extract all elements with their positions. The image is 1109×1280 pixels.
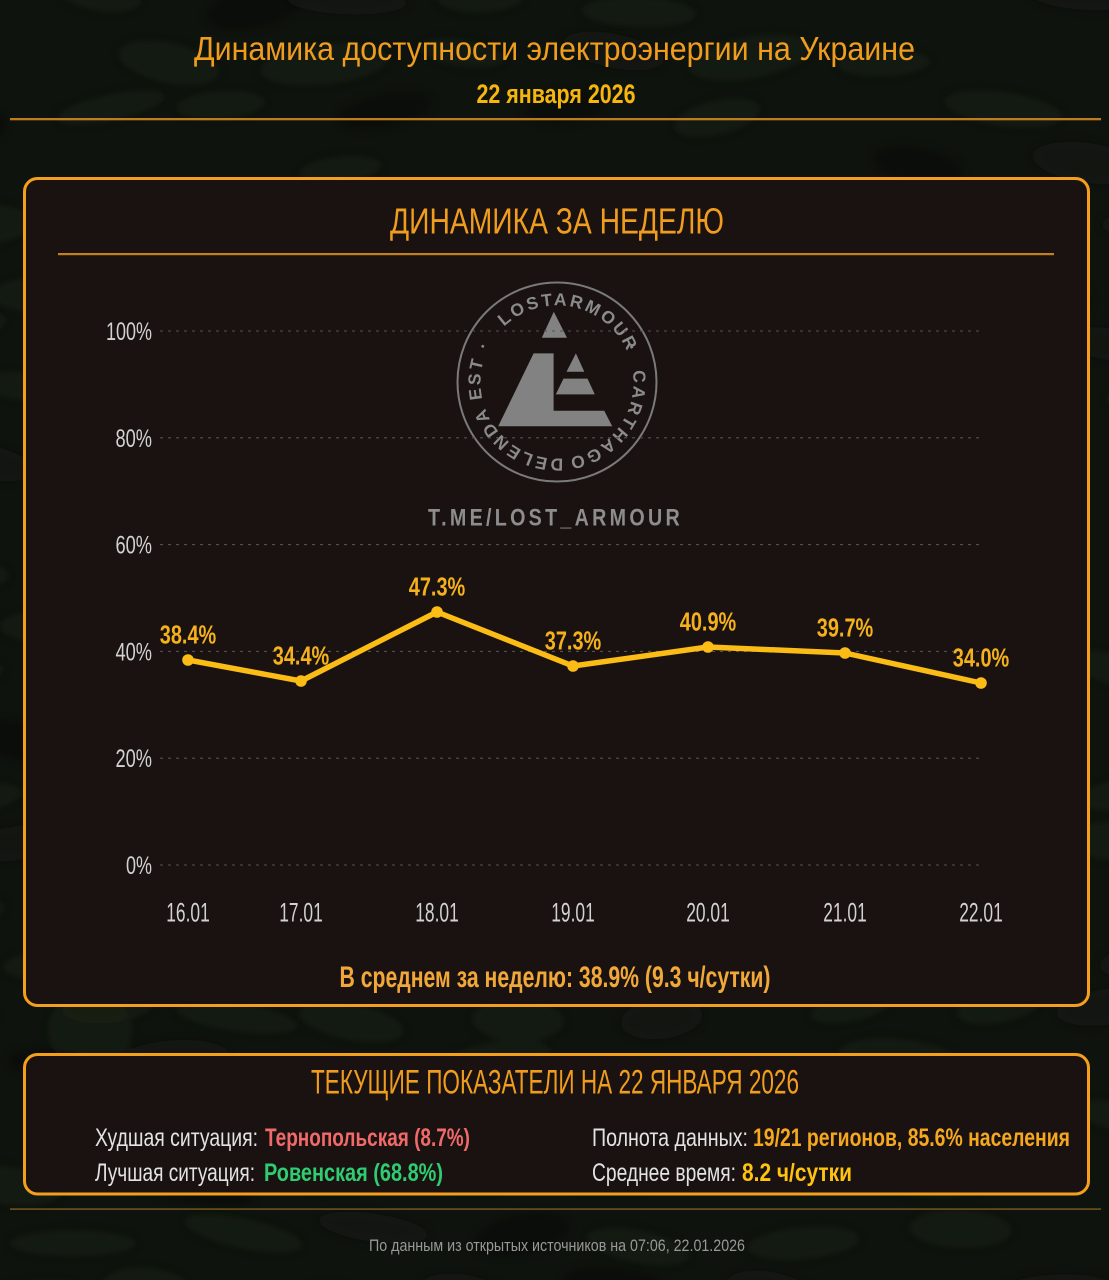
svg-text:ДИНАМИКА ЗА НЕДЕЛЮ: ДИНАМИКА ЗА НЕДЕЛЮ — [390, 201, 724, 242]
svg-text:80%: 80% — [116, 425, 153, 453]
svg-text:34.0%: 34.0% — [953, 645, 1010, 673]
svg-text:EST: EST — [464, 355, 488, 402]
svg-text:20.01: 20.01 — [686, 898, 730, 928]
svg-text:34.4%: 34.4% — [273, 643, 330, 671]
svg-text:47.3%: 47.3% — [409, 574, 466, 602]
svg-text:8.2 ч/сутки: 8.2 ч/сутки — [742, 1159, 852, 1187]
svg-text:16.01: 16.01 — [166, 898, 210, 928]
svg-text:37.3%: 37.3% — [545, 628, 602, 656]
svg-text:21.01: 21.01 — [823, 898, 867, 928]
svg-text:Полнота данных:: Полнота данных: — [592, 1124, 748, 1152]
svg-text:22.01: 22.01 — [959, 898, 1003, 928]
svg-text:Среднее время:: Среднее время: — [592, 1159, 736, 1187]
svg-text:60%: 60% — [116, 532, 153, 560]
svg-text:Лучшая ситуация:: Лучшая ситуация: — [95, 1159, 255, 1187]
svg-text:40.9%: 40.9% — [680, 609, 737, 637]
svg-text:Тернопольская (8.7%): Тернопольская (8.7%) — [265, 1124, 470, 1152]
svg-text:Худшая ситуация:: Худшая ситуация: — [95, 1124, 258, 1152]
svg-text:В среднем за неделю: 38.9% (9.: В среднем за неделю: 38.9% (9.3 ч/сутки) — [340, 961, 771, 994]
svg-text:100%: 100% — [106, 318, 152, 346]
svg-text:0%: 0% — [126, 852, 152, 880]
svg-text:38.4%: 38.4% — [160, 622, 217, 650]
svg-text:Ровенская (68.8%): Ровенская (68.8%) — [264, 1159, 443, 1187]
svg-text:40%: 40% — [116, 638, 153, 666]
svg-text:18.01: 18.01 — [415, 898, 459, 928]
svg-text:По данным из открытых источник: По данным из открытых источников на 07:0… — [369, 1236, 745, 1255]
svg-text:17.01: 17.01 — [279, 898, 323, 928]
svg-text:22 января 2026: 22 января 2026 — [477, 79, 636, 109]
svg-text:ТЕКУЩИЕ ПОКАЗАТЕЛИ НА 22 ЯНВАР: ТЕКУЩИЕ ПОКАЗАТЕЛИ НА 22 ЯНВАРЯ 2026 — [311, 1064, 799, 1102]
svg-text:T.ME/LOST_ARMOUR: T.ME/LOST_ARMOUR — [428, 505, 683, 532]
svg-text:19.01: 19.01 — [551, 898, 595, 928]
svg-text:19/21 регионов, 85.6% населени: 19/21 регионов, 85.6% населения — [753, 1124, 1070, 1152]
svg-text:Динамика доступности электроэн: Динамика доступности электроэнергии на У… — [194, 31, 915, 68]
svg-text:20%: 20% — [116, 745, 153, 773]
svg-text:39.7%: 39.7% — [817, 615, 874, 643]
